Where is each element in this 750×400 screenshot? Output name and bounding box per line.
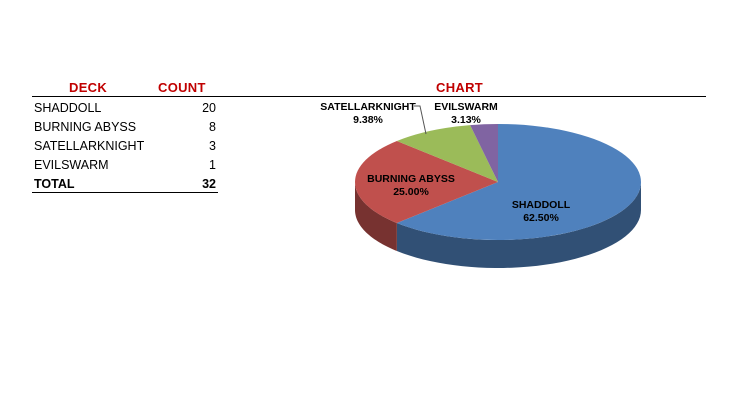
deck-column-header: DECK: [69, 80, 108, 95]
slice-evilswarm: [470, 124, 498, 182]
deck-count: 3: [209, 139, 216, 153]
deck-name: BURNING ABYSS: [34, 120, 137, 134]
slice-burning-abyss: [355, 140, 498, 224]
chart-header: CHART: [436, 80, 483, 95]
slice-shaddoll: [396, 124, 642, 241]
deck-name: SHADDOLL: [34, 101, 102, 115]
slice-shaddoll-side: [396, 182, 641, 268]
total-count: 32: [202, 177, 216, 191]
label-evilswarm: EVILSWARM 3.13%: [434, 101, 498, 126]
deck-name: EVILSWARM: [34, 158, 109, 172]
slice-burning-abyss-side: [355, 182, 397, 252]
deck-count: 1: [209, 158, 216, 172]
total-label: TOTAL: [34, 177, 75, 191]
slice-satellarknight: [396, 125, 498, 182]
deck-count: 8: [209, 120, 216, 134]
deck-name: SATELLARKNIGHT: [34, 139, 145, 153]
total-underline: [32, 192, 218, 193]
satellarknight-leader-line: [414, 105, 427, 135]
label-satellarknight: SATELLARKNIGHT 9.38%: [320, 101, 416, 126]
deck-count: 20: [202, 101, 216, 115]
count-column-header: COUNT: [158, 80, 206, 95]
header-divider: [32, 96, 706, 97]
label-burning-abyss: BURNING ABYSS 25.00%: [367, 173, 455, 198]
label-shaddoll: SHADDOLL 62.50%: [512, 199, 571, 224]
